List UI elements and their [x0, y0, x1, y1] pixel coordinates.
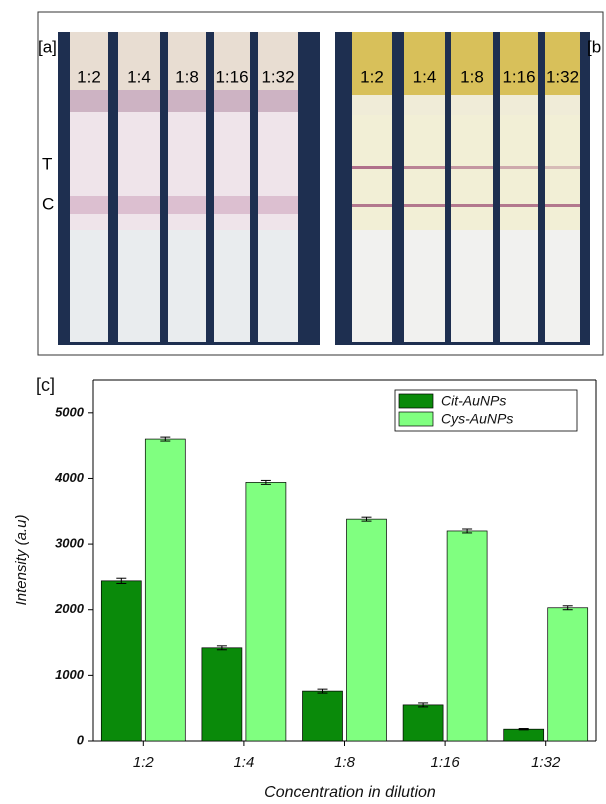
strip-label: 1:16 — [502, 67, 535, 86]
x-tick-label: 1:16 — [430, 754, 460, 771]
x-tick-label: 1:8 — [334, 754, 356, 771]
strip-membrane — [500, 115, 538, 230]
y-tick-label: 0 — [77, 732, 85, 747]
strip-pad — [118, 90, 160, 112]
y-tick-label: 1000 — [55, 667, 85, 682]
bar — [303, 691, 343, 741]
control-band — [500, 204, 538, 207]
y-axis-title: Intensity (a.u) — [13, 515, 30, 606]
strip-bottom — [451, 230, 493, 342]
test-band — [545, 166, 580, 169]
bar — [447, 531, 487, 741]
strip-pad — [500, 95, 538, 115]
strip-bottom — [545, 230, 580, 342]
strip-label: 1:8 — [175, 67, 199, 86]
strip-label: 1:2 — [77, 67, 101, 86]
strip-pad — [545, 95, 580, 115]
x-axis-title: Concentration in dilution — [264, 784, 436, 801]
strip-membrane — [404, 115, 445, 230]
control-band — [168, 196, 206, 214]
legend-swatch — [399, 394, 433, 408]
control-band — [214, 196, 250, 214]
control-band — [258, 196, 298, 214]
strip-bottom — [404, 230, 445, 342]
bar — [246, 482, 286, 741]
bar — [403, 705, 443, 741]
strip-label: 1:2 — [360, 67, 384, 86]
strip-label: 1:32 — [546, 67, 579, 86]
strip-pad — [352, 95, 392, 115]
panel-label: [c] — [36, 375, 55, 395]
page: {"panels": { "a": {"label": "[a]", "dilu… — [0, 0, 606, 804]
y-tick-label: 4000 — [54, 470, 85, 485]
legend-label: Cys-AuNPs — [441, 411, 513, 427]
strip-bottom — [352, 230, 392, 342]
strip-label: 1:16 — [215, 67, 248, 86]
figure: 1:2 1:4 1:8 1:16 1:32 1:2 1:4 1:8 1:16 1:32 [a] [… — [0, 0, 606, 804]
strip-pad — [168, 90, 206, 112]
control-band — [70, 196, 108, 214]
control-band — [545, 204, 580, 207]
strip-bottom — [168, 230, 206, 342]
x-tick-label: 1:2 — [133, 754, 155, 771]
control-band — [404, 204, 445, 207]
strip-pad — [451, 95, 493, 115]
test-line-label: T — [42, 154, 52, 173]
strip-pad — [70, 90, 108, 112]
strip-membrane — [451, 115, 493, 230]
test-band — [404, 166, 445, 169]
strip-pad — [214, 90, 250, 112]
photo-panels: 1:2 1:4 1:8 1:16 1:32 1:2 1:4 1:8 1:16 1:32 — [58, 32, 590, 345]
test-band — [352, 166, 392, 169]
control-band — [451, 204, 493, 207]
x-tick-label: 1:4 — [233, 754, 254, 771]
control-band — [118, 196, 160, 214]
strip-bottom — [70, 230, 108, 342]
panel-label: [b — [587, 37, 601, 56]
legend-label: Cit-AuNPs — [441, 393, 506, 409]
y-tick-label: 3000 — [55, 536, 85, 551]
bar — [548, 608, 588, 741]
panel-label: [a] — [38, 37, 57, 56]
strip-membrane — [352, 115, 392, 230]
legend-swatch — [399, 412, 433, 426]
strip-bottom — [118, 230, 160, 342]
y-tick-label: 5000 — [55, 404, 85, 419]
bar — [202, 648, 242, 741]
test-band — [451, 166, 493, 169]
test-band — [500, 166, 538, 169]
strip-bottom — [214, 230, 250, 342]
strip-pad — [258, 90, 298, 112]
strip-pad — [404, 95, 445, 115]
strip-membrane — [545, 115, 580, 230]
bar — [101, 581, 141, 741]
x-tick-label: 1:32 — [531, 754, 561, 771]
y-tick-label: 2000 — [54, 601, 85, 616]
bar — [145, 439, 185, 741]
strip-bottom — [500, 230, 538, 342]
strip-label: 1:32 — [261, 67, 294, 86]
bar — [504, 729, 544, 741]
strip-label: 1:4 — [127, 67, 151, 86]
strip-bottom — [258, 230, 298, 342]
control-band — [352, 204, 392, 207]
strip-label: 1:4 — [413, 67, 437, 86]
bar — [347, 519, 387, 741]
strip-label: 1:8 — [460, 67, 484, 86]
control-line-label: C — [42, 194, 54, 213]
